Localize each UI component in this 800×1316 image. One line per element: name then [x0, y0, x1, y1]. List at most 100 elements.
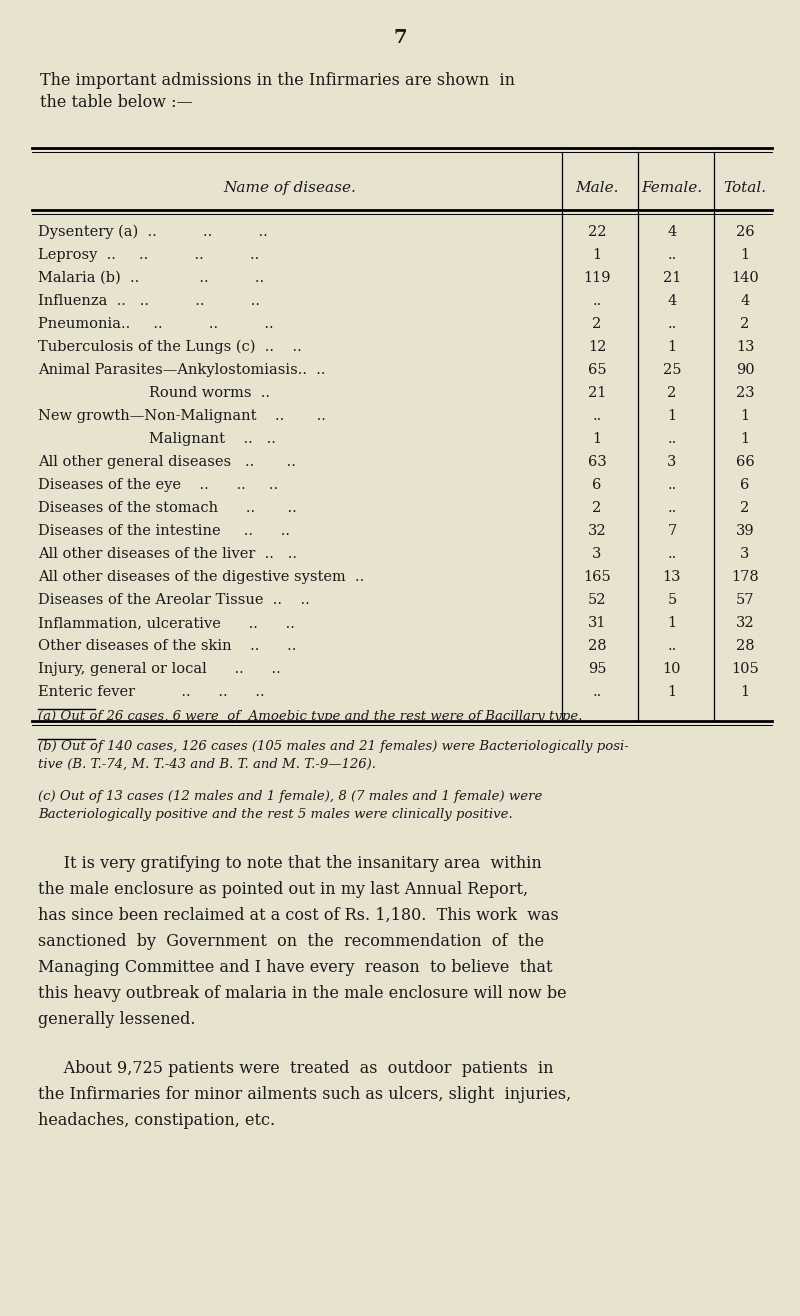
Text: 6: 6	[592, 478, 602, 492]
Text: Injury, general or local      ..      ..: Injury, general or local .. ..	[38, 662, 281, 676]
Text: 22: 22	[588, 225, 606, 240]
Text: Inflammation, ulcerative      ..      ..: Inflammation, ulcerative .. ..	[38, 616, 295, 630]
Text: New growth—Non-Malignant    ..       ..: New growth—Non-Malignant .. ..	[38, 409, 326, 422]
Text: All other diseases of the digestive system  ..: All other diseases of the digestive syst…	[38, 570, 364, 584]
Text: ..: ..	[592, 293, 602, 308]
Text: The important admissions in the Infirmaries are shown  in: The important admissions in the Infirmar…	[40, 72, 515, 89]
Text: 6: 6	[740, 478, 750, 492]
Text: Other diseases of the skin    ..      ..: Other diseases of the skin .. ..	[38, 640, 296, 653]
Text: 26: 26	[736, 225, 754, 240]
Text: Dysentery (a)  ..          ..          ..: Dysentery (a) .. .. ..	[38, 225, 268, 240]
Text: 7: 7	[667, 524, 677, 538]
Text: the table below :—: the table below :—	[40, 93, 193, 111]
Text: 1: 1	[667, 409, 677, 422]
Text: Male.: Male.	[575, 182, 618, 195]
Text: ..: ..	[667, 247, 677, 262]
Text: sanctioned  by  Government  on  the  recommendation  of  the: sanctioned by Government on the recommen…	[38, 933, 544, 950]
Text: Diseases of the Areolar Tissue  ..    ..: Diseases of the Areolar Tissue .. ..	[38, 594, 310, 607]
Text: Leprosy  ..     ..          ..          ..: Leprosy .. .. .. ..	[38, 247, 259, 262]
Text: 4: 4	[740, 293, 750, 308]
Text: ..: ..	[667, 640, 677, 653]
Text: 2: 2	[592, 317, 602, 332]
Text: tive (B. T.-74, M. T.-43 and B. T. and M. T.-9—126).: tive (B. T.-74, M. T.-43 and B. T. and M…	[38, 758, 376, 771]
Text: Pneumonia..     ..          ..          ..: Pneumonia.. .. .. ..	[38, 317, 274, 332]
Text: Diseases of the eye    ..      ..     ..: Diseases of the eye .. .. ..	[38, 478, 278, 492]
Text: 23: 23	[736, 386, 754, 400]
Text: 1: 1	[741, 409, 750, 422]
Text: ..: ..	[667, 501, 677, 515]
Text: 4: 4	[667, 293, 677, 308]
Text: 2: 2	[667, 386, 677, 400]
Text: ..: ..	[592, 409, 602, 422]
Text: Bacteriologically positive and the rest 5 males were clinically positive.: Bacteriologically positive and the rest …	[38, 808, 513, 821]
Text: 1: 1	[667, 616, 677, 630]
Text: this heavy outbreak of malaria in the male enclosure will now be: this heavy outbreak of malaria in the ma…	[38, 984, 566, 1001]
Text: Diseases of the intestine     ..      ..: Diseases of the intestine .. ..	[38, 524, 290, 538]
Text: 52: 52	[588, 594, 606, 607]
Text: 178: 178	[731, 570, 759, 584]
Text: 10: 10	[662, 662, 682, 676]
Text: Malaria (b)  ..             ..          ..: Malaria (b) .. .. ..	[38, 271, 264, 286]
Text: (c) Out of 13 cases (12 males and 1 female), 8 (7 males and 1 female) were: (c) Out of 13 cases (12 males and 1 fema…	[38, 790, 542, 803]
Text: ..: ..	[667, 432, 677, 446]
Text: 21: 21	[588, 386, 606, 400]
Text: (b) Out of 140 cases, 126 cases (105 males and 21 females) were Bacteriologicall: (b) Out of 140 cases, 126 cases (105 mal…	[38, 740, 629, 753]
Text: 28: 28	[588, 640, 606, 653]
Text: generally lessened.: generally lessened.	[38, 1011, 195, 1028]
Text: (a) Out of 26 cases, 6 were  of  Amoebic type and the rest were of Bacillary typ: (a) Out of 26 cases, 6 were of Amoebic t…	[38, 711, 582, 722]
Text: 105: 105	[731, 662, 759, 676]
Text: 66: 66	[736, 455, 754, 468]
Text: Total.: Total.	[723, 182, 766, 195]
Text: the male enclosure as pointed out in my last Annual Report,: the male enclosure as pointed out in my …	[38, 880, 528, 898]
Text: Animal Parasites—Ankylostomiasis..  ..: Animal Parasites—Ankylostomiasis.. ..	[38, 363, 326, 376]
Text: Round worms  ..: Round worms ..	[38, 386, 270, 400]
Text: 7: 7	[394, 29, 406, 47]
Text: 2: 2	[740, 501, 750, 515]
Text: 1: 1	[741, 686, 750, 699]
Text: has since been reclaimed at a cost of Rs. 1,180.  This work  was: has since been reclaimed at a cost of Rs…	[38, 907, 558, 924]
Text: All other general diseases   ..       ..: All other general diseases .. ..	[38, 455, 296, 468]
Text: 1: 1	[741, 432, 750, 446]
Text: 1: 1	[741, 247, 750, 262]
Text: 2: 2	[592, 501, 602, 515]
Text: 165: 165	[583, 570, 611, 584]
Text: Name of disease.: Name of disease.	[223, 182, 357, 195]
Text: ..: ..	[592, 686, 602, 699]
Text: Influenza  ..   ..          ..          ..: Influenza .. .. .. ..	[38, 293, 260, 308]
Text: 90: 90	[736, 363, 754, 376]
Text: 32: 32	[588, 524, 606, 538]
Text: ..: ..	[667, 478, 677, 492]
Text: Managing Committee and I have every  reason  to believe  that: Managing Committee and I have every reas…	[38, 959, 553, 976]
Text: 65: 65	[588, 363, 606, 376]
Text: 140: 140	[731, 271, 759, 286]
Text: 21: 21	[663, 271, 681, 286]
Text: 1: 1	[667, 340, 677, 354]
Text: 25: 25	[662, 363, 682, 376]
Text: 57: 57	[736, 594, 754, 607]
Text: 119: 119	[583, 271, 610, 286]
Text: Enteric fever          ..      ..      ..: Enteric fever .. .. ..	[38, 686, 265, 699]
Text: 12: 12	[588, 340, 606, 354]
Text: 63: 63	[588, 455, 606, 468]
Text: 5: 5	[667, 594, 677, 607]
Text: Female.: Female.	[642, 182, 702, 195]
Text: 13: 13	[662, 570, 682, 584]
Text: 3: 3	[592, 547, 602, 561]
Text: Tuberculosis of the Lungs (c)  ..    ..: Tuberculosis of the Lungs (c) .. ..	[38, 340, 302, 354]
Text: 31: 31	[588, 616, 606, 630]
Text: Diseases of the stomach      ..       ..: Diseases of the stomach .. ..	[38, 501, 297, 515]
Text: 39: 39	[736, 524, 754, 538]
Text: the Infirmaries for minor ailments such as ulcers, slight  injuries,: the Infirmaries for minor ailments such …	[38, 1086, 571, 1103]
Text: ..: ..	[667, 317, 677, 332]
Text: 32: 32	[736, 616, 754, 630]
Text: 1: 1	[593, 432, 602, 446]
Text: 95: 95	[588, 662, 606, 676]
Text: headaches, constipation, etc.: headaches, constipation, etc.	[38, 1112, 275, 1129]
Text: 13: 13	[736, 340, 754, 354]
Text: 4: 4	[667, 225, 677, 240]
Text: 28: 28	[736, 640, 754, 653]
Text: All other diseases of the liver  ..   ..: All other diseases of the liver .. ..	[38, 547, 297, 561]
Text: 1: 1	[667, 686, 677, 699]
Text: 3: 3	[740, 547, 750, 561]
Text: ..: ..	[667, 547, 677, 561]
